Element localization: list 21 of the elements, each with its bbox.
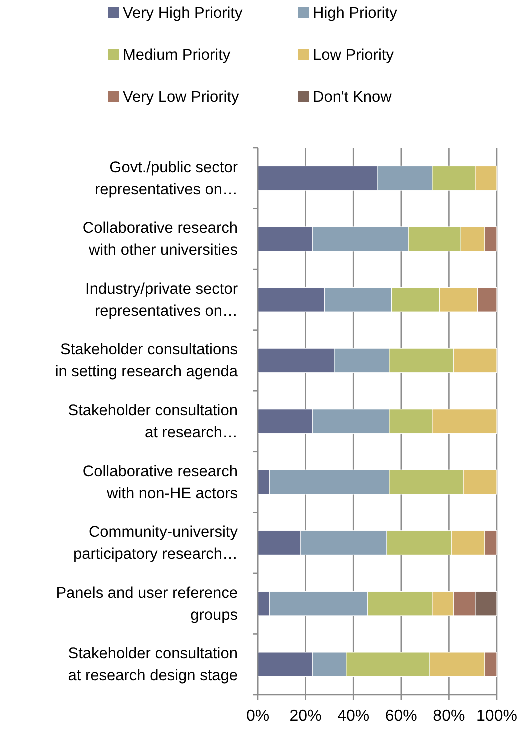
- y-tick-label: Stakeholder consultation at research design stage: [68, 646, 238, 685]
- y-tick-label: Stakeholder consultation at research…: [68, 402, 238, 442]
- y-tick-label: Stakeholder consultations in setting research agenda: [55, 342, 238, 381]
- y-tick-label: Govt./public sector representatives on…: [94, 159, 238, 198]
- y-tick-label: Collaborative research with non-HE actors: [82, 463, 238, 502]
- legend-label: Low Priority: [313, 47, 394, 64]
- x-tick-label: 100%: [476, 708, 518, 725]
- legend-label: Don't Know: [313, 89, 393, 106]
- x-tick-label: 80%: [433, 708, 466, 725]
- x-tick-label: 40%: [338, 708, 370, 725]
- y-tick-label: Industry/private sector representatives on…: [86, 280, 238, 320]
- legend-label: Very Low Priority: [123, 89, 240, 106]
- legend-label: High Priority: [313, 5, 398, 22]
- y-tick-label: Collaborative research with other universities: [82, 220, 238, 260]
- y-tick-label: Community-university participatory research…: [73, 524, 238, 564]
- legend-label: Medium Priority: [123, 47, 231, 64]
- y-tick-label: Panels and user reference groups: [56, 584, 238, 624]
- x-tick-label: 0%: [246, 708, 270, 725]
- x-tick-label: 20%: [290, 708, 322, 725]
- legend-label: Very High Priority: [123, 5, 243, 22]
- x-tick-label: 60%: [385, 708, 418, 725]
